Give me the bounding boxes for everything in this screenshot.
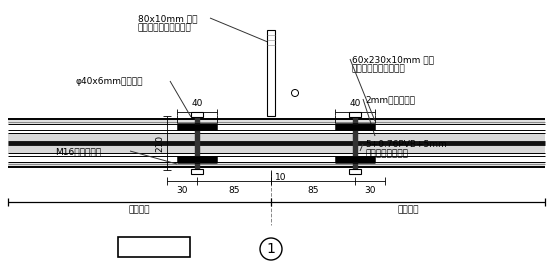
Text: φ40x6mm不锈钢管: φ40x6mm不锈钢管	[75, 77, 142, 86]
Text: 80x10mm 扁钢: 80x10mm 扁钢	[138, 14, 198, 23]
Bar	[352, 116, 357, 170]
Text: 30: 30	[176, 186, 188, 195]
Bar	[8, 119, 545, 124]
Bar	[194, 116, 199, 170]
Bar	[349, 169, 361, 174]
Bar	[349, 112, 361, 117]
Text: 60x230x10mm 钢板: 60x230x10mm 钢板	[352, 55, 434, 64]
Text: M16不锈钢紧件: M16不锈钢紧件	[55, 147, 101, 156]
Bar	[191, 112, 203, 117]
Text: 10: 10	[275, 173, 287, 181]
Bar	[8, 162, 545, 167]
Text: 40: 40	[349, 99, 361, 108]
Text: 85: 85	[307, 186, 319, 195]
Bar	[335, 124, 375, 130]
Text: （表面氟碳烤漆处理）: （表面氟碳烤漆处理）	[138, 23, 192, 32]
Text: 5+0.76PVB+5mm: 5+0.76PVB+5mm	[365, 140, 447, 149]
Text: 室 外: 室 外	[144, 240, 164, 254]
Bar	[177, 156, 217, 162]
Bar	[177, 124, 217, 130]
Bar	[118, 237, 190, 257]
Text: 1: 1	[267, 242, 276, 256]
Text: 40: 40	[192, 99, 203, 108]
Bar	[335, 156, 375, 162]
Bar	[8, 133, 545, 153]
Text: 标注尺寸: 标注尺寸	[129, 205, 150, 214]
Text: 30: 30	[364, 186, 376, 195]
Text: 标注尺寸: 标注尺寸	[397, 205, 419, 214]
Text: 210: 210	[155, 134, 164, 151]
Text: （表面氟碳烤漆处理）: （表面氟碳烤漆处理）	[352, 64, 406, 73]
Bar	[191, 169, 203, 174]
Bar	[267, 30, 275, 116]
Text: 85: 85	[228, 186, 240, 195]
Text: 清色钢化夹胶玻璃: 清色钢化夹胶玻璃	[365, 149, 408, 158]
Text: 2mm厚尼龙胶垫: 2mm厚尼龙胶垫	[365, 95, 415, 104]
